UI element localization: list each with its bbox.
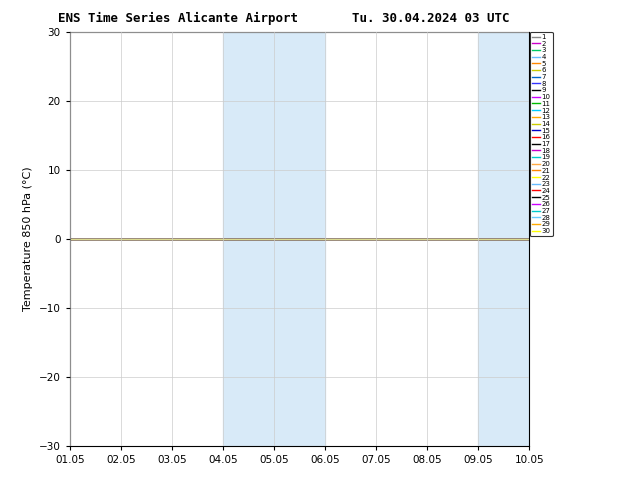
Bar xyxy=(478,32,581,446)
Text: Tu. 30.04.2024 03 UTC: Tu. 30.04.2024 03 UTC xyxy=(353,12,510,25)
Legend: 1, 2, 3, 4, 5, 6, 7, 8, 9, 10, 11, 12, 13, 14, 15, 16, 17, 18, 19, 20, 21, 22, 2: 1, 2, 3, 4, 5, 6, 7, 8, 9, 10, 11, 12, 1… xyxy=(530,32,553,236)
Text: ENS Time Series Alicante Airport: ENS Time Series Alicante Airport xyxy=(58,12,297,25)
Y-axis label: Temperature 850 hPa (°C): Temperature 850 hPa (°C) xyxy=(23,167,33,311)
Bar xyxy=(223,32,325,446)
